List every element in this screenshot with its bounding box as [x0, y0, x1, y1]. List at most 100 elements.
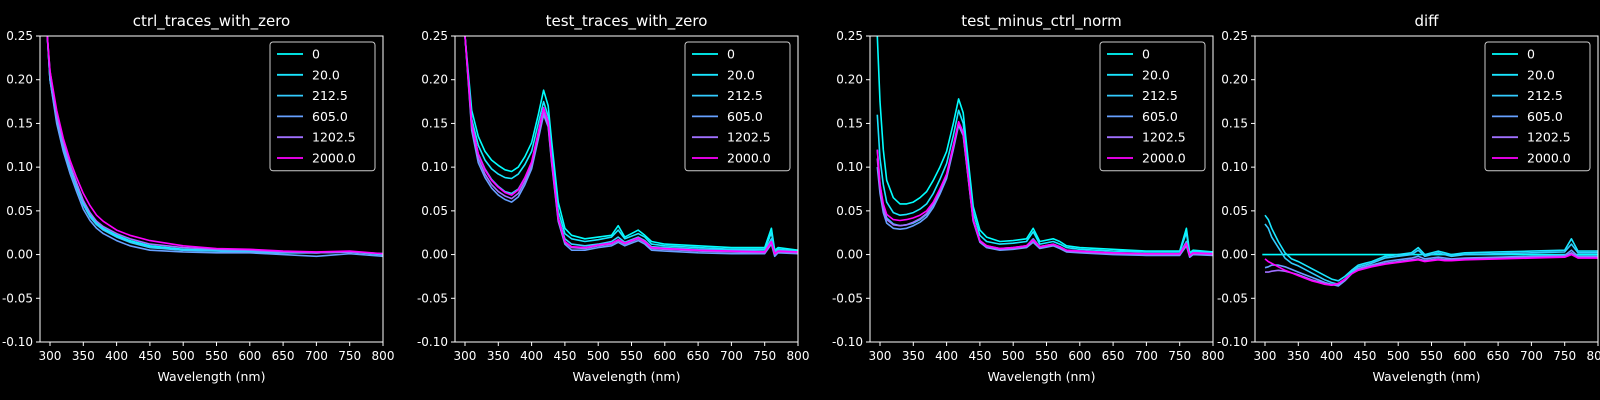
series-line-3	[46, 36, 383, 256]
x-tick-label: 450	[968, 349, 991, 363]
y-tick-label: 0.25	[421, 29, 448, 43]
x-tick-label: 750	[1168, 349, 1191, 363]
legend-label: 20.0	[312, 67, 340, 82]
legend-label: 1202.5	[312, 130, 356, 145]
y-tick-label: 0.00	[1221, 248, 1248, 262]
x-tick-label: 750	[1553, 349, 1576, 363]
legend-label: 212.5	[1527, 88, 1563, 103]
y-tick-label: 0.20	[1221, 73, 1248, 87]
x-tick-label: 600	[1068, 349, 1091, 363]
y-tick-label: 0.25	[836, 29, 863, 43]
series-line-2	[1264, 214, 1598, 282]
legend-label: 20.0	[1142, 67, 1170, 82]
x-tick-label: 300	[454, 349, 477, 363]
series-line-1	[464, 36, 798, 251]
legend-label: 20.0	[1527, 67, 1555, 82]
legend-label: 1202.5	[1142, 130, 1186, 145]
x-tick-label: 400	[1320, 349, 1343, 363]
y-tick-label: 0.00	[421, 248, 448, 262]
x-tick-label: 650	[272, 349, 295, 363]
series-line-4	[1264, 249, 1598, 287]
x-tick-label: 800	[1202, 349, 1225, 363]
x-tick-label: 350	[1287, 349, 1310, 363]
x-tick-label: 800	[1587, 349, 1600, 363]
x-axis-label: Wavelength (nm)	[158, 369, 266, 384]
legend-label: 0	[727, 47, 735, 62]
x-tick-label: 600	[1453, 349, 1476, 363]
legend-label: 20.0	[727, 67, 755, 82]
y-tick-label: -0.05	[2, 291, 33, 305]
legend: 0 20.0 212.5 605.0 1202.5 2000.0	[1484, 41, 1591, 172]
y-tick-label: 0.00	[6, 248, 33, 262]
legend-label: 212.5	[727, 88, 763, 103]
x-tick-label: 400	[105, 349, 128, 363]
legend-label: 212.5	[312, 88, 348, 103]
y-tick-label: -0.05	[1217, 291, 1248, 305]
y-tick-label: 0.15	[421, 116, 448, 130]
y-tick-label: 0.10	[1221, 160, 1248, 174]
chart-panel-4: 300 350 400 450 500 550 600 650 700 750 800 -0.10 -0…	[1217, 12, 1600, 384]
chart-title: diff	[1414, 12, 1439, 30]
legend-label: 1202.5	[727, 130, 771, 145]
legend-label: 605.0	[727, 109, 763, 124]
legend-label: 212.5	[1142, 88, 1178, 103]
y-tick-label: -0.10	[832, 335, 863, 349]
y-tick-label: 0.20	[6, 73, 33, 87]
x-axis-label: Wavelength (nm)	[573, 369, 681, 384]
y-tick-label: 0.25	[1221, 29, 1248, 43]
chart-title: test_traces_with_zero	[546, 12, 708, 31]
y-tick-label: 0.05	[1221, 204, 1248, 218]
y-tick-label: -0.05	[832, 291, 863, 305]
x-tick-label: 750	[753, 349, 776, 363]
series-line-4	[464, 36, 798, 258]
y-tick-label: 0.05	[421, 204, 448, 218]
x-tick-label: 300	[869, 349, 892, 363]
y-tick-label: 0.05	[6, 204, 33, 218]
series-line-2	[876, 109, 1213, 255]
x-tick-label: 800	[372, 349, 395, 363]
x-tick-label: 700	[305, 349, 328, 363]
y-tick-label: -0.10	[417, 335, 448, 349]
x-tick-label: 300	[39, 349, 62, 363]
x-tick-label: 650	[1487, 349, 1510, 363]
axes-frame	[454, 35, 799, 343]
legend-label: 2000.0	[1527, 151, 1571, 166]
x-tick-label: 650	[1102, 349, 1125, 363]
series-line-6	[876, 120, 1213, 257]
x-tick-label: 550	[205, 349, 228, 363]
x-tick-label: 500	[1387, 349, 1410, 363]
legend-label: 0	[1142, 47, 1150, 62]
chart-title: test_minus_ctrl_norm	[961, 12, 1122, 31]
x-tick-label: 300	[1254, 349, 1277, 363]
chart-panel-2: 300 350 400 450 500 550 600 650 700 750 800 -0.10 -0…	[417, 12, 810, 384]
y-tick-label: 0.20	[421, 73, 448, 87]
legend-label: 1202.5	[1527, 130, 1571, 145]
legend-label: 605.0	[1527, 109, 1563, 124]
legend-label: 605.0	[312, 109, 348, 124]
x-tick-label: 550	[620, 349, 643, 363]
axes-frame	[39, 35, 384, 343]
y-tick-label: 0.10	[421, 160, 448, 174]
y-tick-label: 0.05	[836, 204, 863, 218]
x-tick-label: 700	[1520, 349, 1543, 363]
x-tick-label: 800	[787, 349, 810, 363]
axes-frame	[869, 35, 1214, 343]
y-tick-label: 0.25	[6, 29, 33, 43]
axes-frame	[1254, 35, 1599, 343]
y-tick-label: 0.10	[6, 160, 33, 174]
y-tick-label: -0.10	[1217, 335, 1248, 349]
series-line-6	[46, 36, 383, 255]
x-axis-label: Wavelength (nm)	[1373, 369, 1481, 384]
x-tick-label: 450	[553, 349, 576, 363]
legend: 0 20.0 212.5 605.0 1202.5 2000.0	[269, 41, 376, 172]
x-tick-label: 600	[238, 349, 261, 363]
x-tick-label: 500	[587, 349, 610, 363]
y-tick-label: 0.15	[836, 116, 863, 130]
chart-title: ctrl_traces_with_zero	[133, 12, 290, 31]
series-line-1	[876, 36, 1213, 254]
y-tick-label: 0.15	[6, 116, 33, 130]
x-tick-label: 550	[1035, 349, 1058, 363]
x-tick-label: 500	[1002, 349, 1025, 363]
x-tick-label: 550	[1420, 349, 1443, 363]
y-tick-label: 0.20	[836, 73, 863, 87]
